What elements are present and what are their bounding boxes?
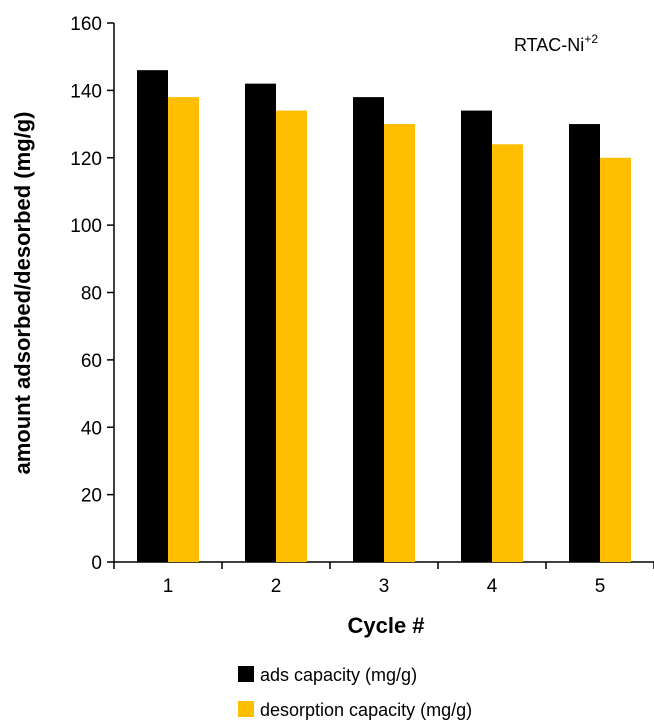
legend: ads capacity (mg/g) desorption capacity …: [238, 665, 472, 720]
legend-swatch-ads-capacity: [238, 666, 254, 682]
annotation-superscript: +2: [584, 32, 598, 46]
bar-ads-capacity: [569, 124, 600, 562]
bar-desorption-capacity: [276, 110, 307, 563]
x-tick-label: 3: [379, 576, 390, 597]
x-axis: 1 2 3 4 5: [113, 561, 654, 597]
y-tick-label: 160: [70, 14, 102, 35]
y-tick-label: 60: [81, 351, 102, 372]
bars: [137, 70, 631, 563]
bar-desorption-capacity: [384, 124, 415, 562]
legend-swatch-desorption-capacity: [238, 701, 254, 717]
x-tick-label: 4: [487, 576, 498, 597]
y-tick-label: 120: [70, 149, 102, 170]
y-axis: 0 20 40 60 80 100 120 140 160: [70, 14, 115, 574]
legend-label-desorption-capacity: desorption capacity (mg/g): [260, 700, 472, 720]
bar-desorption-capacity: [492, 144, 523, 562]
bar-ads-capacity: [353, 97, 384, 563]
series-annotation: RTAC-Ni+2: [514, 32, 598, 55]
y-tick-label: 0: [91, 553, 102, 574]
x-tick-label: 1: [163, 576, 174, 597]
x-tick-label: 2: [271, 576, 282, 597]
y-tick-label: 40: [81, 418, 102, 439]
bar-ads-capacity: [137, 70, 168, 562]
legend-label-ads-capacity: ads capacity (mg/g): [260, 665, 417, 685]
y-tick-label: 20: [81, 486, 102, 507]
bar-ads-capacity: [461, 110, 492, 563]
y-tick-label: 100: [70, 216, 102, 237]
bar-desorption-capacity: [600, 157, 631, 562]
bar-desorption-capacity: [168, 97, 199, 563]
bar-ads-capacity: [245, 83, 276, 562]
x-axis-title: Cycle #: [347, 613, 424, 638]
x-tick-label: 5: [595, 576, 606, 597]
y-tick-label: 140: [70, 81, 102, 102]
annotation-main-text: RTAC-Ni: [514, 35, 584, 55]
y-axis-title: amount adsorbed/desorbed (mg/g): [10, 111, 35, 474]
y-tick-label: 80: [81, 284, 102, 305]
